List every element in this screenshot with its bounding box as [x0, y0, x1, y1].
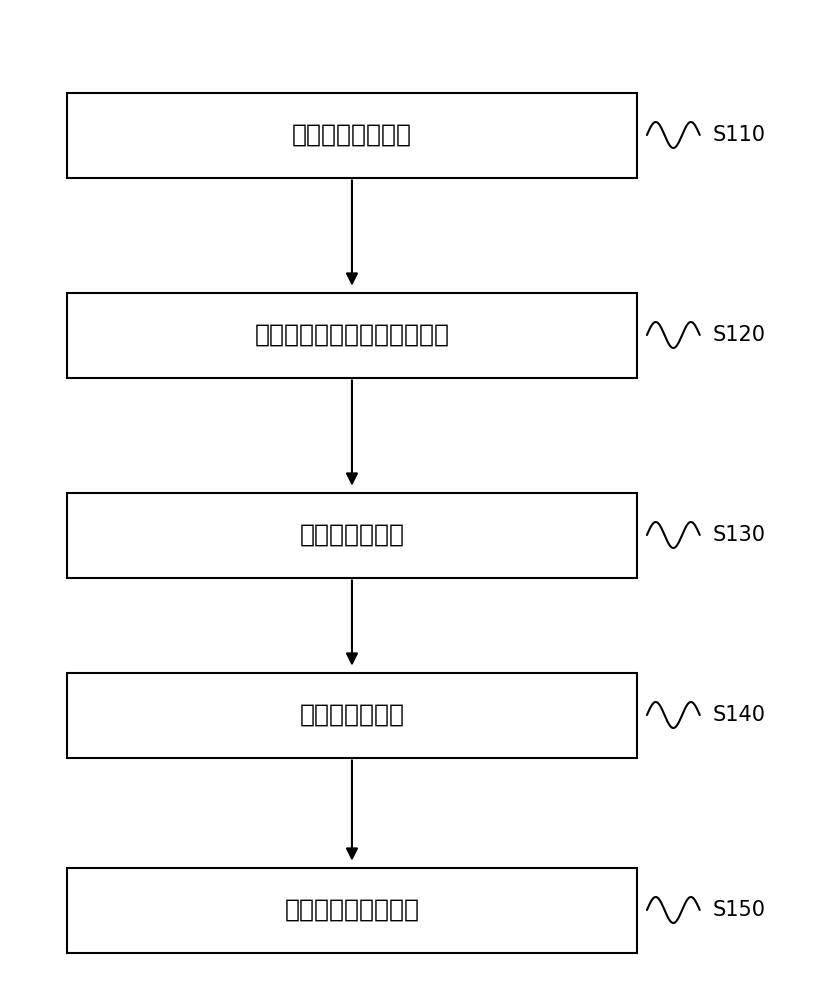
Text: 加载表层调查数据: 加载表层调查数据 [292, 123, 412, 147]
Bar [67, 867, 637, 952]
Bar [67, 492, 637, 577]
Bar [67, 673, 637, 758]
Text: S150: S150 [712, 900, 765, 920]
Bar [67, 292, 637, 377]
Text: 对表层调查数据执行统一处理: 对表层调查数据执行统一处理 [255, 323, 449, 347]
Bar [67, 93, 637, 178]
Text: S130: S130 [712, 525, 765, 545]
Text: 计算模型法静校正量: 计算模型法静校正量 [284, 898, 420, 922]
Text: S140: S140 [712, 705, 765, 725]
Text: S120: S120 [712, 325, 765, 345]
Text: 优化近地表模型: 优化近地表模型 [299, 703, 405, 727]
Text: S110: S110 [712, 125, 765, 145]
Text: 建立近地表模型: 建立近地表模型 [299, 523, 405, 547]
